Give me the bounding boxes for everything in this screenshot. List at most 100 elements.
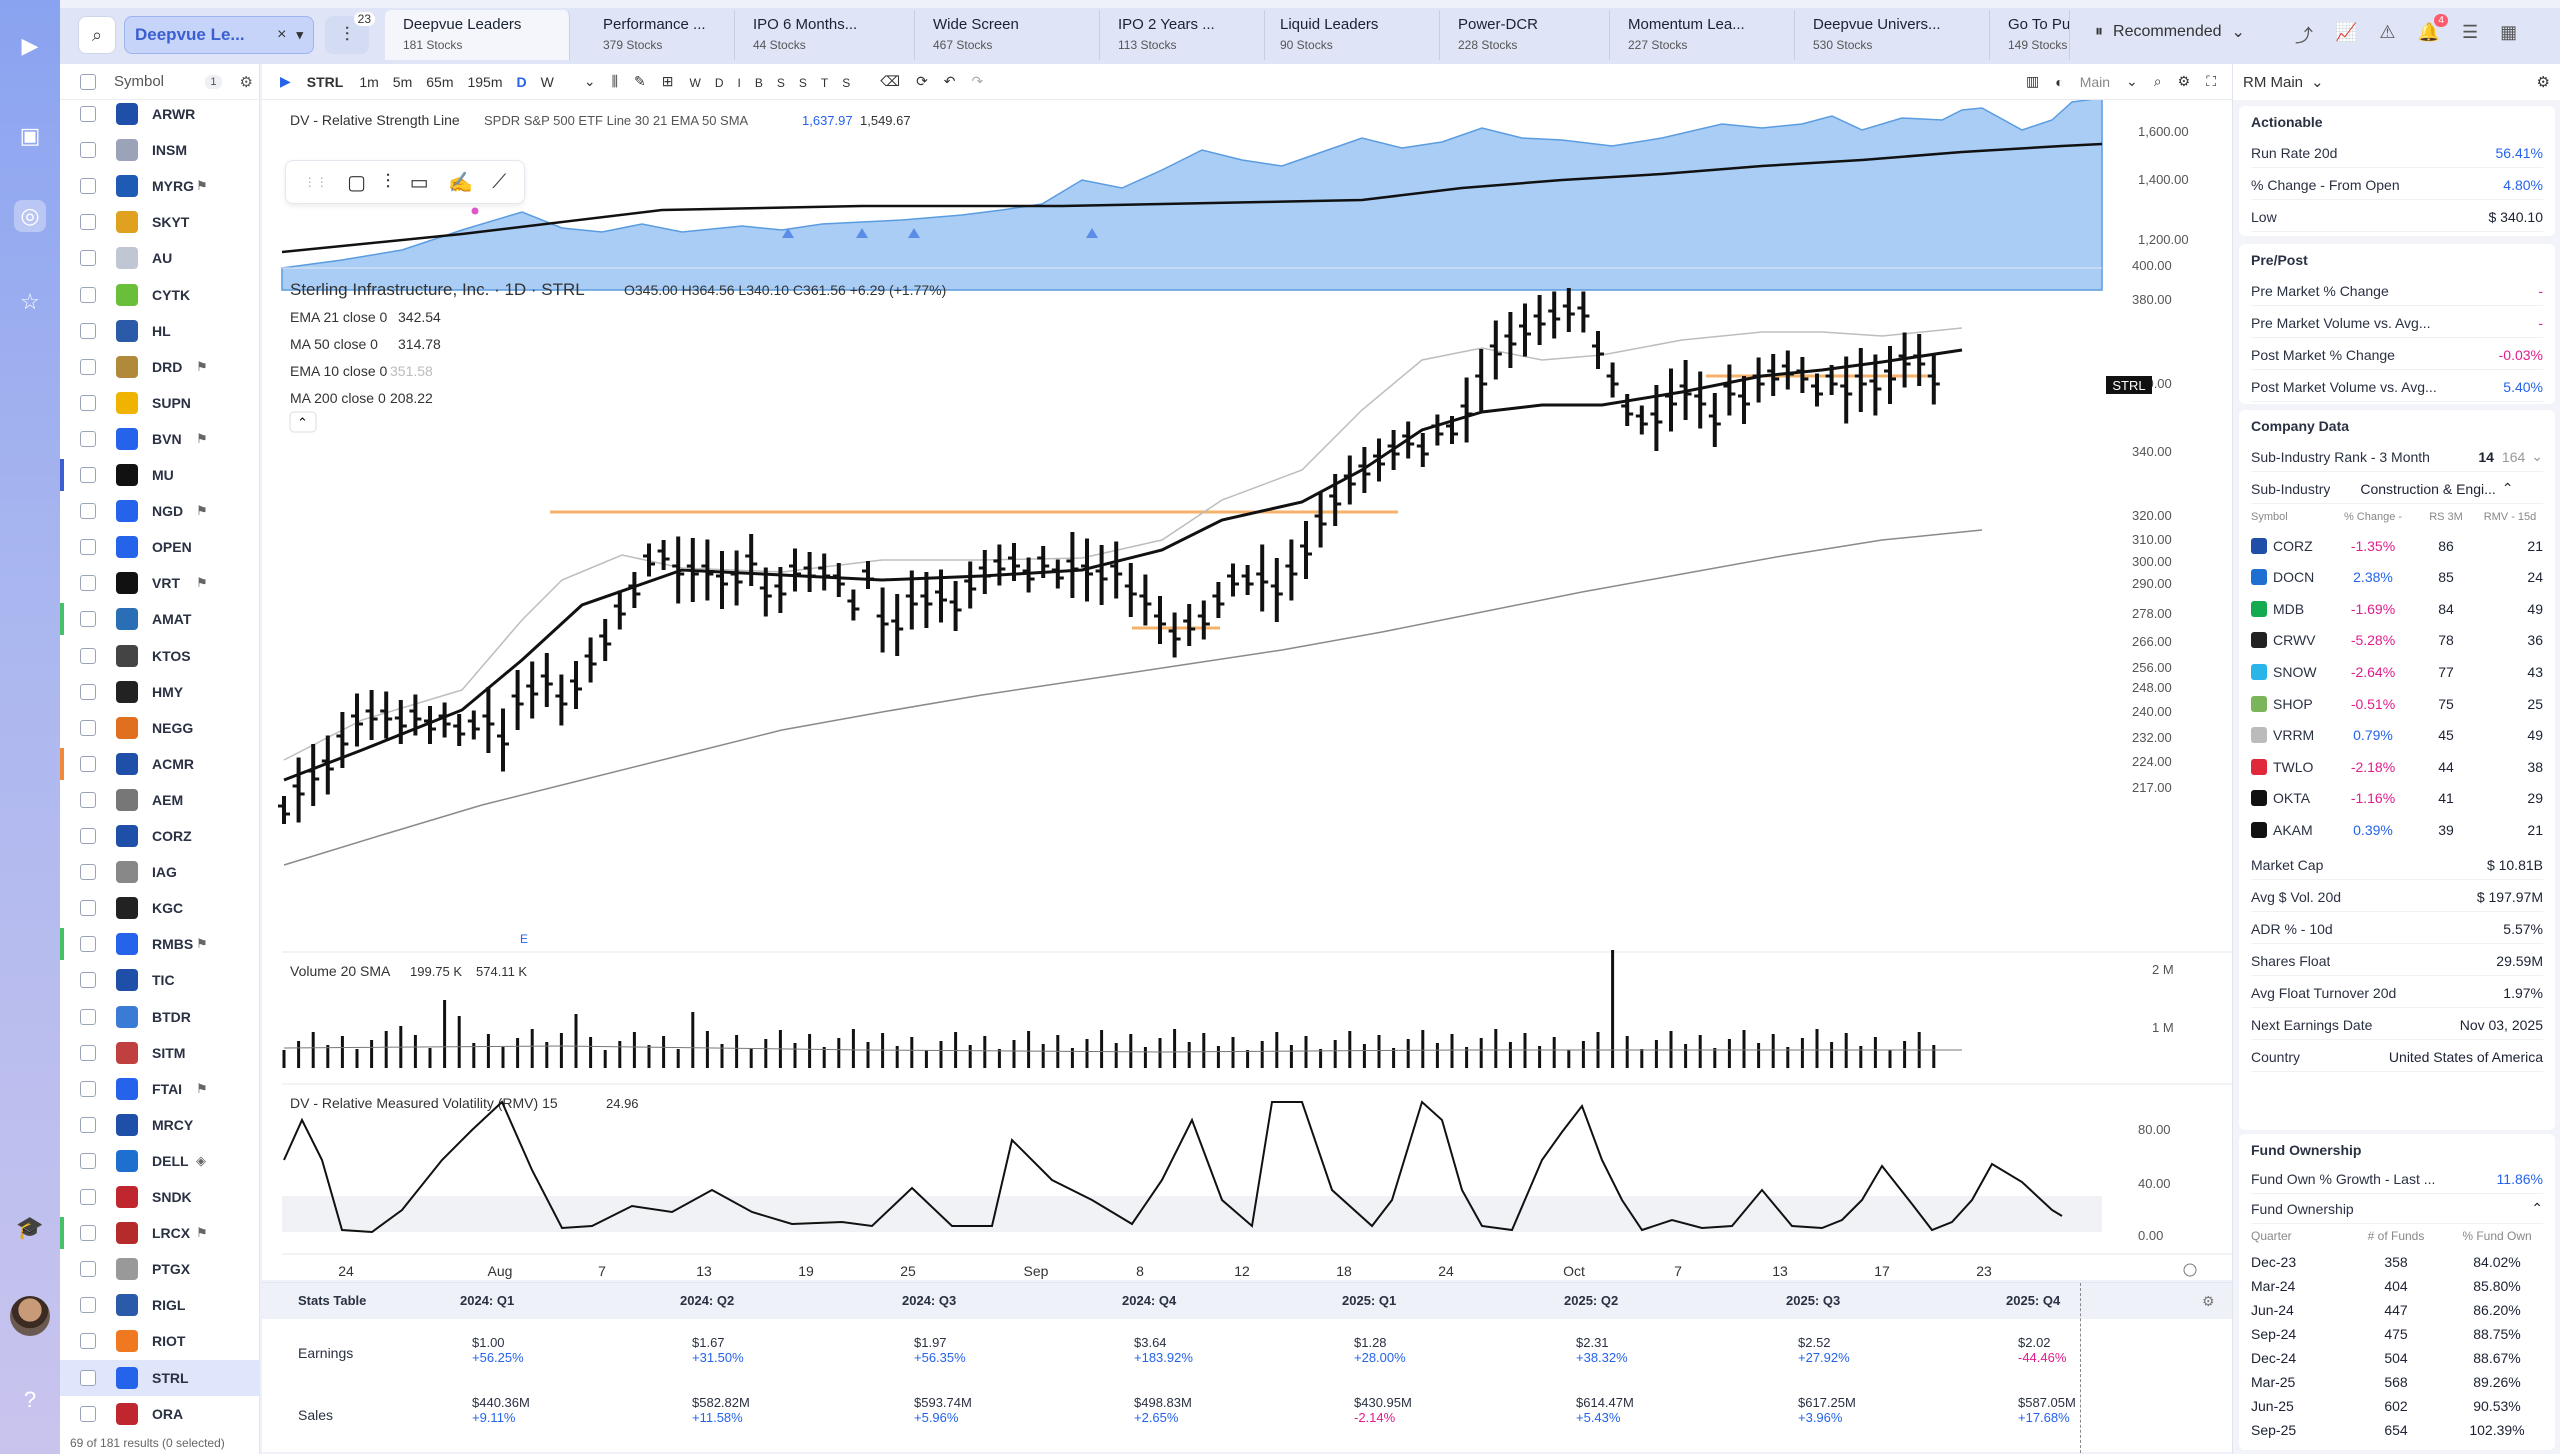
row-checkbox[interactable] [80, 322, 96, 339]
trendline-icon[interactable]: ⟋ [492, 170, 507, 193]
row-checkbox[interactable] [80, 864, 96, 881]
indicator-toggle[interactable]: I [737, 75, 741, 90]
watchlist-select[interactable]: Deepvue Le... × ▾ [124, 16, 314, 54]
help-icon[interactable]: ? [23, 1387, 37, 1412]
row-checkbox[interactable] [80, 647, 96, 664]
watchlist-row[interactable]: OPEN [60, 529, 260, 565]
watchlist-row[interactable]: SKYT [60, 204, 260, 240]
watchlist-row[interactable]: KTOS [60, 638, 260, 674]
row-checkbox[interactable] [80, 1225, 96, 1242]
tab-0[interactable]: Deepvue Leaders 181 Stocks [385, 10, 570, 60]
watchlist-row[interactable]: HMY [60, 674, 260, 710]
list-icon[interactable]: ☰ [2461, 22, 2479, 42]
peer-col-header[interactable]: Symbol [2251, 511, 2288, 523]
indicator-toggle[interactable]: S [776, 75, 785, 90]
fund-col-header[interactable]: Quarter [2251, 1229, 2292, 1243]
row-checkbox[interactable] [80, 503, 96, 520]
watchlist-row[interactable]: DRD ⚑ [60, 349, 260, 385]
row-checkbox[interactable] [80, 1405, 96, 1422]
learn-icon[interactable]: 🎓 [16, 1215, 44, 1240]
rectangle-icon[interactable]: ▢ [347, 171, 366, 194]
watchlist-row[interactable]: CYTK [60, 277, 260, 313]
watchlist-row[interactable]: RIOT [60, 1323, 260, 1359]
watchlist-row[interactable]: VRT ⚑ [60, 565, 260, 601]
earnings-marker[interactable]: E [520, 932, 528, 946]
zoom-icon[interactable]: ⌕ [2153, 73, 2162, 89]
watchlist-row[interactable]: STRL [60, 1359, 260, 1396]
watchlist-row[interactable]: NGD ⚑ [60, 493, 260, 529]
row-checkbox[interactable] [80, 1369, 96, 1386]
watchlist-row[interactable]: LRCX ⚑ [60, 1215, 260, 1251]
watchlist-row[interactable]: PTGX [60, 1251, 260, 1287]
row-checkbox[interactable] [80, 1189, 96, 1205]
watchlist-row[interactable]: DELL ◈ [60, 1143, 260, 1179]
peer-row[interactable]: VRRM 0.79% 45 49 [2251, 720, 2543, 751]
watchlist-row[interactable]: AMAT [60, 601, 260, 637]
layout-icon[interactable]: ▥ [2025, 73, 2040, 89]
row-checkbox[interactable] [80, 106, 96, 122]
avatar[interactable] [10, 1296, 50, 1336]
tab-2[interactable]: IPO 6 Months... 44 Stocks [735, 10, 915, 60]
symbol-input[interactable]: STRL [306, 73, 344, 90]
row-checkbox[interactable] [80, 575, 96, 592]
row-checkbox[interactable] [80, 142, 96, 159]
tab-3[interactable]: Wide Screen 467 Stocks [915, 10, 1100, 60]
comment-icon[interactable]: ▭ [409, 171, 429, 194]
close-icon[interactable]: × [277, 26, 287, 43]
row-checkbox[interactable] [80, 1333, 96, 1350]
refresh-icon[interactable]: ⟳ [916, 73, 928, 89]
watchlist-row[interactable]: BTDR [60, 999, 260, 1035]
indicators-icon[interactable]: ⫼ [611, 73, 619, 89]
watchlist-row[interactable]: TIC [60, 962, 260, 998]
peer-col-header[interactable]: % Change - [2343, 511, 2403, 523]
row-checkbox[interactable] [80, 539, 96, 556]
watchlist-row[interactable]: ACMR [60, 746, 260, 782]
tab-5[interactable]: Liquid Leaders 90 Stocks [1262, 10, 1440, 60]
fund-col-header[interactable]: % Fund Own [2462, 1229, 2532, 1243]
tab-6[interactable]: Power-DCR 228 Stocks [1440, 10, 1610, 60]
watchlist-row[interactable]: FTAI ⚑ [60, 1071, 260, 1107]
watchlist-row[interactable]: KGC [60, 890, 260, 926]
peer-row[interactable]: OKTA -1.16% 41 29 [2251, 783, 2543, 814]
flag-icon[interactable]: ⚑ [196, 178, 208, 194]
fib-icon[interactable]: ⫶ [385, 170, 391, 193]
watchlist-row[interactable]: IAG [60, 854, 260, 890]
alert-icon[interactable]: ⚠ [2379, 22, 2396, 42]
layout-select[interactable]: Main [2079, 73, 2111, 90]
peer-row[interactable]: CRWV -5.28% 78 36 [2251, 625, 2543, 656]
watchlist-row[interactable]: AU [60, 240, 260, 276]
row-checkbox[interactable] [80, 430, 96, 447]
dashboard-icon[interactable]: ▣ [19, 123, 41, 148]
peer-row[interactable]: DOCN 2.38% 85 24 [2251, 562, 2543, 593]
symbol-header[interactable]: Symbol [114, 73, 165, 90]
watchlist-row[interactable]: ARWR [60, 96, 260, 132]
watchlist-row[interactable]: SNDK [60, 1179, 260, 1215]
charts-icon[interactable]: ◎ [14, 200, 46, 232]
redo-icon[interactable]: ↷ [971, 73, 984, 89]
compare-icon[interactable]: ⊞ [661, 73, 674, 89]
tab-8[interactable]: Deepvue Univers... 530 Stocks [1795, 10, 1990, 60]
watchlist-row[interactable]: SITM [60, 1035, 260, 1071]
template-icon[interactable]: ◐ [2055, 73, 2064, 90]
chart-line-icon[interactable]: 📈 [2335, 22, 2358, 42]
row-checkbox[interactable] [80, 828, 96, 844]
watchlist-row[interactable]: BVN ⚑ [60, 421, 260, 457]
chevron-up-icon[interactable]: ⌃ [297, 415, 308, 430]
tab-7[interactable]: Momentum Lea... 227 Stocks [1610, 10, 1795, 60]
indicator-toggle[interactable]: B [754, 75, 763, 90]
chevron-down-icon[interactable]: ⌄ [2311, 74, 2324, 91]
indicator-toggle[interactable]: S [842, 75, 851, 90]
select-all-checkbox[interactable] [80, 73, 96, 90]
row-checkbox[interactable] [80, 358, 96, 375]
watchlist-row[interactable]: INSM [60, 132, 260, 168]
search-button[interactable]: ⌕ [78, 16, 116, 54]
watchlist-row[interactable]: RMBS ⚑ [60, 926, 260, 962]
chevron-up-icon[interactable]: ⌃ [2531, 1200, 2543, 1216]
row-checkbox[interactable] [80, 611, 96, 628]
watchlist-row[interactable]: HL [60, 313, 260, 349]
row-checkbox[interactable] [80, 1261, 96, 1278]
row-checkbox[interactable] [80, 755, 96, 772]
eraser-icon[interactable]: ⌫ [880, 73, 901, 89]
chevron-down-icon[interactable]: ▾ [296, 27, 303, 42]
row-checkbox[interactable] [80, 1044, 96, 1061]
